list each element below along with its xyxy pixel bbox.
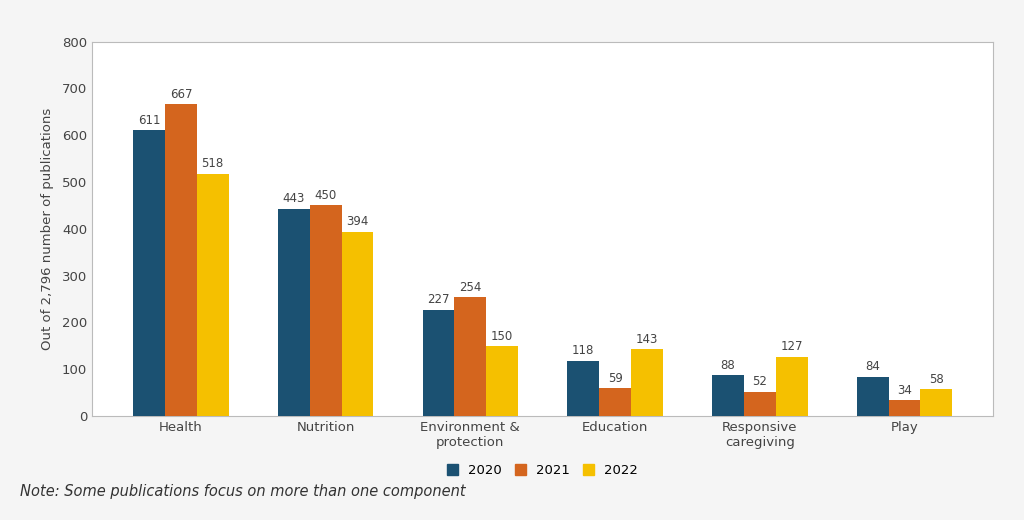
Bar bbox=[309, 205, 342, 416]
Text: 518: 518 bbox=[202, 157, 224, 171]
Text: 58: 58 bbox=[929, 372, 944, 386]
Y-axis label: Out of 2,796 number of publications: Out of 2,796 number of publications bbox=[41, 108, 53, 350]
Text: 667: 667 bbox=[170, 87, 193, 100]
Text: 394: 394 bbox=[346, 215, 369, 228]
Bar bbox=[133, 130, 165, 416]
Text: 227: 227 bbox=[427, 293, 450, 306]
Bar bbox=[455, 297, 486, 416]
Text: 59: 59 bbox=[607, 372, 623, 385]
Text: 84: 84 bbox=[865, 360, 881, 373]
Bar bbox=[567, 361, 599, 416]
Text: 127: 127 bbox=[780, 340, 803, 353]
Bar bbox=[776, 357, 808, 416]
Text: 143: 143 bbox=[636, 333, 658, 346]
Text: 254: 254 bbox=[459, 281, 481, 294]
Bar bbox=[197, 174, 228, 416]
Bar bbox=[423, 310, 455, 416]
Bar bbox=[342, 231, 374, 416]
Bar bbox=[165, 104, 197, 416]
Text: 52: 52 bbox=[753, 375, 767, 388]
Text: 611: 611 bbox=[138, 114, 161, 127]
Bar bbox=[631, 349, 663, 416]
Bar bbox=[486, 346, 518, 416]
Bar bbox=[743, 392, 776, 416]
Text: 88: 88 bbox=[721, 359, 735, 371]
Bar bbox=[599, 388, 631, 416]
Text: Note: Some publications focus on more than one component: Note: Some publications focus on more th… bbox=[20, 484, 466, 499]
Legend: 2020, 2021, 2022: 2020, 2021, 2022 bbox=[447, 464, 638, 477]
Bar bbox=[712, 375, 743, 416]
Text: 34: 34 bbox=[897, 384, 912, 397]
Bar bbox=[889, 400, 921, 416]
Text: 150: 150 bbox=[492, 330, 513, 343]
Bar bbox=[857, 376, 889, 416]
Text: 118: 118 bbox=[572, 344, 595, 358]
Text: 450: 450 bbox=[314, 189, 337, 202]
Bar bbox=[921, 389, 952, 416]
Bar bbox=[278, 209, 309, 416]
Text: 443: 443 bbox=[283, 192, 305, 205]
